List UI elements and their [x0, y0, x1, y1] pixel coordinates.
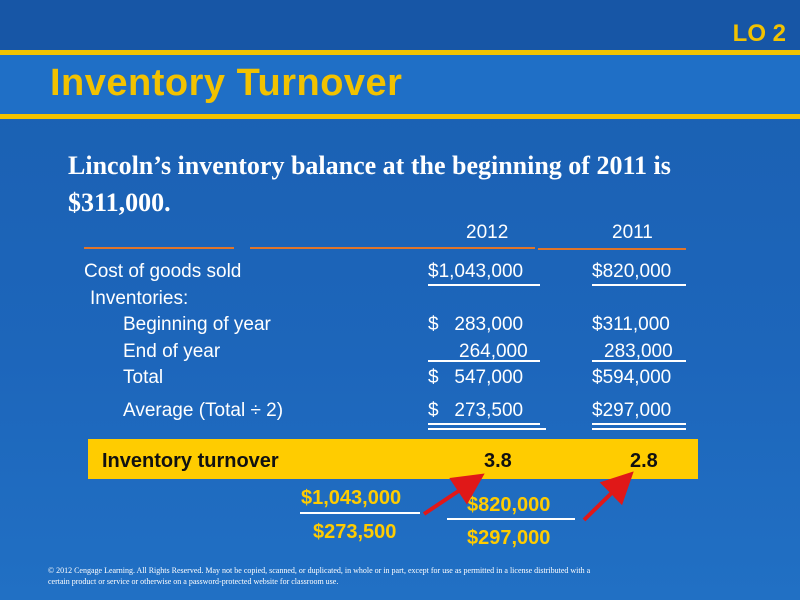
row-label-beginning: Beginning of year: [123, 314, 271, 335]
title-band: [0, 55, 800, 114]
bottom-rule: [0, 114, 800, 119]
header-rule: [84, 247, 234, 249]
underline-2011-cogs: [592, 284, 686, 286]
row-label-total: Total: [123, 367, 164, 388]
page-title: Inventory Turnover: [50, 62, 403, 104]
header-rule: [538, 248, 686, 250]
cell-2012-beginning: $ 283,000: [428, 314, 524, 335]
cell-2011-average: $297,000: [592, 400, 672, 421]
turnover-label: Inventory turnover: [102, 450, 279, 472]
turnover-2012: 3.8: [484, 450, 512, 472]
fraction-2011-denominator: $297,000: [467, 527, 551, 549]
intro-text: Lincoln’s inventory balance at the begin…: [68, 151, 671, 217]
double-underline-2011: [592, 428, 686, 430]
underline-2011-end: [592, 360, 686, 362]
cell-2012-end: 264,000: [459, 341, 528, 362]
underline-2012-average: [428, 423, 540, 425]
col-header-2012: 2012: [466, 222, 509, 243]
cell-2012-total: $ 547,000: [428, 367, 524, 388]
cell-2011-beginning: $311,000: [592, 314, 670, 335]
header-rule: [250, 247, 535, 249]
row-label-end: End of year: [123, 341, 221, 362]
cell-2012-cogs: $1,043,000: [428, 261, 524, 282]
fraction-2011-bar: [447, 518, 575, 520]
fraction-2012-denominator: $273,500: [313, 521, 397, 543]
cell-2012-average: $ 273,500: [428, 400, 524, 421]
fraction-2011-numerator: $820,000: [467, 494, 551, 516]
underline-2011-average: [592, 423, 686, 425]
fraction-2012-bar: [300, 512, 420, 514]
cell-2011-cogs: $820,000: [592, 261, 672, 282]
top-band: [0, 0, 800, 50]
row-label-inventories: Inventories:: [90, 288, 189, 309]
double-underline-2012: [428, 428, 546, 430]
turnover-2011: 2.8: [630, 450, 658, 472]
row-label-average: Average (Total ÷ 2): [123, 400, 284, 421]
top-rule: [0, 50, 800, 55]
row-label-cogs: Cost of goods sold: [84, 261, 242, 282]
cell-2011-total: $594,000: [592, 367, 672, 388]
underline-2012-end: [428, 360, 540, 362]
arrow-to-2012-icon: [422, 473, 485, 516]
arrow-to-2011-icon: [582, 471, 634, 522]
copyright-footer: © 2012 Cengage Learning. All Rights Rese…: [48, 566, 591, 586]
turnover-band: [88, 439, 698, 479]
col-header-2011: 2011: [612, 222, 653, 243]
lo-label: LO 2: [732, 20, 786, 47]
underline-2012-cogs: [428, 284, 540, 286]
cell-2011-end: 283,000: [604, 341, 673, 362]
fraction-2012-numerator: $1,043,000: [301, 487, 402, 509]
